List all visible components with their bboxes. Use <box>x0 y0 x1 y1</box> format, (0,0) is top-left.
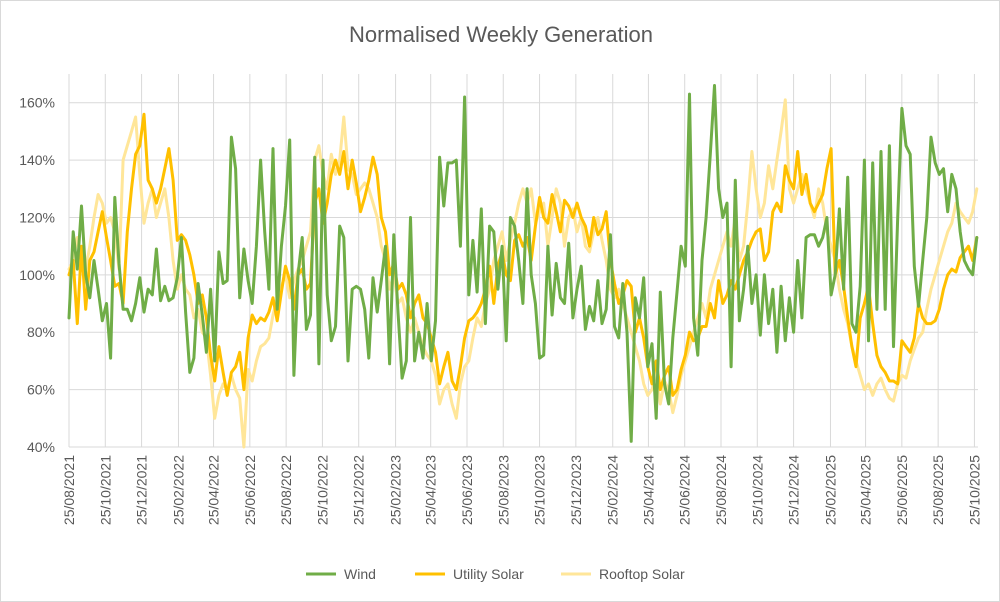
y-tick-label: 160% <box>19 95 55 111</box>
y-axis-tick-labels: 40% 60% 80% 100% 120% 140% 160% <box>19 95 55 455</box>
legend-label: Wind <box>344 566 376 582</box>
x-tick-label: 25/10/2022 <box>314 455 330 525</box>
x-tick-label: 25/02/2023 <box>388 455 404 525</box>
x-tick-label: 25/12/2024 <box>786 455 802 525</box>
x-tick-label: 25/12/2022 <box>351 455 367 525</box>
y-tick-label: 80% <box>27 324 55 340</box>
x-tick-label: 25/06/2025 <box>894 455 910 525</box>
x-tick-label: 25/12/2021 <box>134 455 150 525</box>
legend-label: Rooftop Solar <box>599 566 685 582</box>
series-lines <box>69 86 977 448</box>
x-tick-label: 25/02/2024 <box>605 455 621 525</box>
chart-title: Normalised Weekly Generation <box>349 22 653 47</box>
x-tick-label: 25/04/2023 <box>423 455 439 525</box>
x-tick-label: 25/04/2025 <box>858 455 874 525</box>
y-tick-label: 140% <box>19 152 55 168</box>
x-tick-label: 25/10/2023 <box>532 455 548 525</box>
x-tick-label: 25/08/2025 <box>930 455 946 525</box>
x-tick-label: 25/04/2022 <box>206 455 222 525</box>
y-tick-label: 100% <box>19 267 55 283</box>
y-tick-label: 40% <box>27 439 55 455</box>
x-tick-label: 25/08/2023 <box>495 455 511 525</box>
legend-label: Utility Solar <box>453 566 524 582</box>
x-tick-label: 25/12/2023 <box>568 455 584 525</box>
x-tick-label: 25/10/2021 <box>97 455 113 525</box>
x-tick-label: 25/08/2024 <box>713 455 729 525</box>
x-tick-label: 25/06/2024 <box>677 455 693 525</box>
x-tick-label: 25/08/2021 <box>61 455 77 525</box>
x-tick-label: 25/04/2024 <box>640 455 656 525</box>
legend: Wind Utility Solar Rooftop Solar <box>306 566 685 582</box>
x-tick-label: 25/10/2024 <box>749 455 765 525</box>
x-tick-label: 25/02/2025 <box>822 455 838 525</box>
y-tick-label: 60% <box>27 382 55 398</box>
x-tick-label: 25/06/2023 <box>459 455 475 525</box>
x-tick-label: 25/08/2022 <box>278 455 294 525</box>
x-tick-label: 25/10/2025 <box>966 455 982 525</box>
x-tick-label: 25/02/2022 <box>170 455 186 525</box>
x-axis-tick-labels: 25/08/2021 25/10/2021 25/12/2021 25/02/2022… <box>61 455 982 525</box>
y-tick-label: 120% <box>19 209 55 225</box>
x-tick-label: 25/06/2022 <box>242 455 258 525</box>
